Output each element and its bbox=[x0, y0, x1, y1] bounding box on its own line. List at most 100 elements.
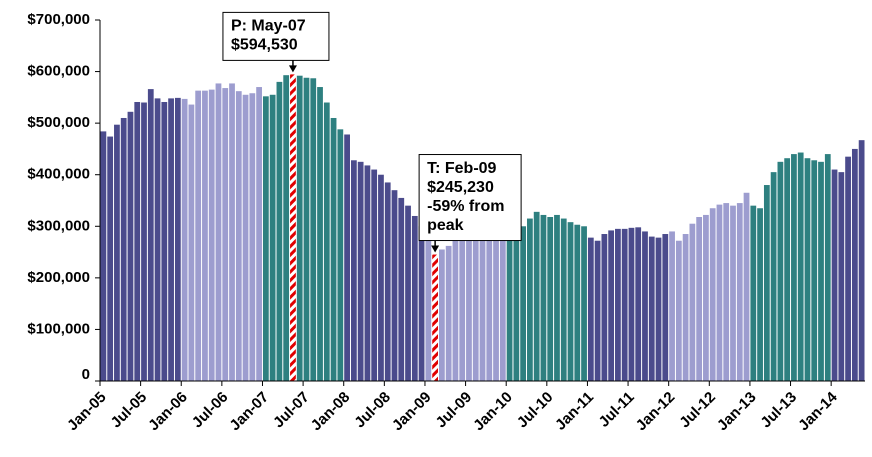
annotation-text: T: Feb-09 bbox=[427, 160, 496, 177]
bar bbox=[763, 185, 770, 381]
bar bbox=[730, 205, 736, 381]
bar bbox=[425, 231, 432, 381]
bar bbox=[682, 234, 689, 381]
x-tick-label: Jan-10 bbox=[470, 389, 516, 435]
bar bbox=[195, 90, 202, 381]
bar bbox=[527, 218, 533, 381]
x-tick-label: Jul-07 bbox=[270, 389, 313, 432]
bar bbox=[168, 98, 174, 381]
bar bbox=[445, 245, 452, 381]
bar bbox=[838, 172, 845, 381]
bar bbox=[100, 131, 107, 381]
y-tick-label: $600,000 bbox=[27, 63, 90, 80]
bar bbox=[296, 75, 303, 381]
bar bbox=[621, 228, 628, 381]
bar bbox=[716, 204, 723, 381]
bar bbox=[540, 214, 547, 381]
x-tick-label: Jan-05 bbox=[64, 389, 110, 435]
bar bbox=[703, 214, 709, 381]
y-tick-label: $100,000 bbox=[27, 320, 90, 337]
bar bbox=[364, 165, 371, 381]
bar bbox=[235, 91, 242, 381]
bar bbox=[398, 197, 405, 381]
bar bbox=[845, 156, 851, 381]
x-tick-label: Jul-11 bbox=[596, 389, 638, 431]
x-tick-label: Jan-09 bbox=[389, 389, 435, 435]
x-tick-label: Jan-14 bbox=[795, 388, 841, 434]
bar bbox=[276, 81, 283, 381]
bar bbox=[141, 102, 147, 381]
bar bbox=[323, 102, 330, 381]
annotation: P: May-07 $594,530 bbox=[222, 11, 330, 73]
bar bbox=[181, 98, 188, 381]
bar bbox=[499, 225, 506, 381]
annotation-box bbox=[222, 11, 330, 61]
annotation-arrowhead bbox=[288, 65, 297, 73]
bar bbox=[269, 94, 276, 382]
annotation-arrowhead bbox=[431, 245, 440, 253]
bar bbox=[675, 240, 682, 381]
bar bbox=[249, 93, 256, 381]
x-tick-label: Jan-12 bbox=[633, 389, 679, 435]
bar bbox=[811, 160, 818, 381]
x-tick-label: Jan-06 bbox=[145, 389, 191, 435]
bar bbox=[452, 240, 459, 381]
bar bbox=[594, 240, 601, 381]
bar bbox=[283, 75, 290, 381]
bar bbox=[642, 231, 648, 381]
bar bbox=[134, 101, 141, 382]
y-tick-label: $200,000 bbox=[27, 269, 90, 286]
annotation-box bbox=[418, 154, 522, 242]
bar bbox=[743, 192, 750, 381]
bar bbox=[547, 217, 554, 381]
bar bbox=[648, 236, 655, 381]
x-tick-label: Jul-10 bbox=[514, 389, 557, 432]
bar bbox=[777, 161, 784, 381]
y-tick-label: 0 bbox=[82, 366, 90, 383]
bar bbox=[344, 134, 350, 381]
bar bbox=[350, 160, 357, 381]
bar bbox=[736, 203, 743, 381]
bar bbox=[567, 222, 574, 381]
bar bbox=[229, 83, 235, 381]
bar bbox=[418, 226, 425, 381]
bar bbox=[479, 227, 486, 381]
bar bbox=[411, 215, 418, 381]
bar bbox=[851, 148, 858, 381]
bar bbox=[533, 211, 540, 381]
bar bbox=[831, 169, 838, 381]
bar bbox=[554, 214, 560, 381]
bar bbox=[723, 203, 730, 381]
bar bbox=[513, 236, 520, 381]
bar bbox=[432, 254, 438, 381]
bar bbox=[384, 182, 391, 381]
bar bbox=[587, 237, 594, 381]
bar bbox=[791, 154, 797, 381]
y-tick-label: $700,000 bbox=[27, 11, 90, 28]
bar bbox=[303, 77, 310, 381]
bar bbox=[120, 117, 127, 381]
bar bbox=[337, 129, 344, 381]
bar bbox=[161, 101, 168, 382]
bar bbox=[459, 235, 466, 381]
bar bbox=[147, 89, 154, 381]
bar bbox=[208, 89, 215, 381]
bar bbox=[378, 174, 384, 381]
annotation-text: P: May-07 bbox=[231, 18, 306, 35]
bar bbox=[215, 83, 222, 381]
annotation-text: -59% from bbox=[427, 198, 504, 215]
bar bbox=[127, 111, 134, 381]
bar bbox=[486, 226, 493, 381]
x-tick-label: Jul-09 bbox=[433, 389, 476, 432]
bar bbox=[655, 237, 662, 381]
bar bbox=[757, 208, 763, 381]
bar bbox=[202, 90, 208, 381]
bar bbox=[818, 161, 824, 381]
y-tick-label: $500,000 bbox=[27, 114, 90, 131]
bar bbox=[405, 205, 411, 381]
bar bbox=[174, 97, 181, 381]
bar bbox=[439, 249, 445, 381]
bar bbox=[615, 228, 621, 381]
x-tick-label: Jul-08 bbox=[351, 389, 394, 432]
